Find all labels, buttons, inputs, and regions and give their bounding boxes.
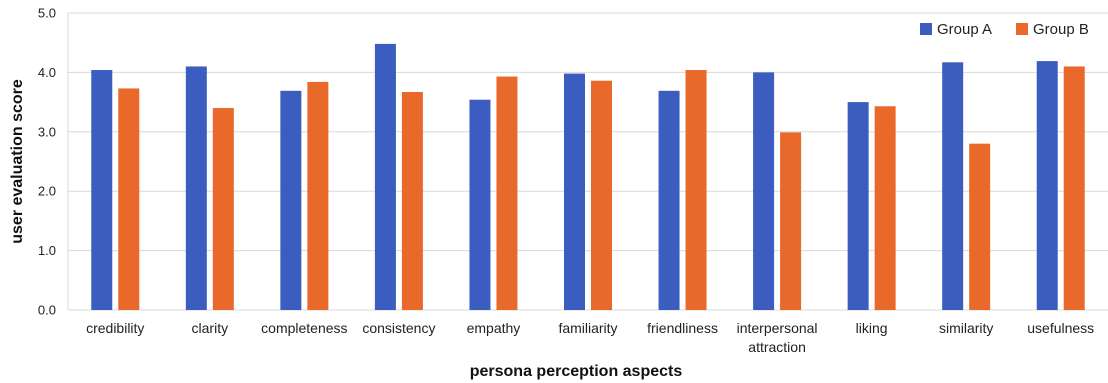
- x-tick-label: clarity: [192, 320, 229, 336]
- bar-group-b: [780, 132, 802, 310]
- bar-group-b: [591, 80, 612, 310]
- bar-group-a: [469, 99, 491, 310]
- bar-group-a: [185, 66, 207, 311]
- y-axis-title: user evaluation score: [9, 79, 26, 244]
- legend-label: Group A: [937, 21, 992, 38]
- bar-group-a: [1036, 61, 1058, 310]
- bar-group-b: [118, 88, 140, 310]
- bar-group-b: [874, 106, 896, 311]
- x-tick-label: friendliness: [647, 320, 718, 336]
- bar-group-a: [564, 73, 585, 310]
- bar-group-a: [280, 90, 302, 311]
- y-tick-label: 5.0: [38, 6, 56, 21]
- x-tick-label: credibility: [86, 320, 144, 336]
- bar-group-a: [374, 43, 396, 310]
- bar-group-b: [401, 92, 423, 310]
- labels: 0.0 1.0 2.0 3.0 4.0 5.0 credibility clarity comp…: [9, 6, 1094, 381]
- x-tick-label: completeness: [261, 320, 347, 336]
- bar-group-b: [496, 76, 518, 310]
- x-tick-label: consistency: [362, 320, 435, 336]
- bar-group-a: [942, 62, 964, 310]
- x-axis-title: persona perception aspects: [470, 363, 683, 380]
- bar-group-b: [307, 81, 329, 311]
- y-tick-label: 2.0: [38, 184, 56, 199]
- bar-group-a: [753, 72, 775, 311]
- bar-group-a: [847, 102, 869, 310]
- bar-group-b: [212, 108, 234, 310]
- x-tick-label: familiarity: [558, 320, 617, 336]
- gridlines: [68, 12, 1108, 311]
- x-tick-label: liking: [856, 320, 888, 336]
- bar-group-a: [91, 70, 113, 310]
- x-tick-label: interpersonal attraction: [737, 320, 818, 355]
- x-tick-label: empathy: [467, 320, 521, 336]
- legend: Group A Group B: [920, 21, 1089, 38]
- y-tick-label: 4.0: [38, 65, 56, 80]
- bar-group-b: [1063, 66, 1085, 311]
- x-tick-label: usefulness: [1027, 320, 1094, 336]
- bar-group-a: [658, 90, 680, 311]
- y-tick-label: 0.0: [38, 303, 56, 318]
- x-tick-label: similarity: [939, 320, 993, 336]
- bars: [91, 43, 1085, 311]
- y-tick-label: 1.0: [38, 243, 56, 258]
- legend-label: Group B: [1033, 21, 1089, 38]
- legend-swatch: [1016, 23, 1028, 35]
- bar-group-b: [685, 70, 707, 310]
- y-tick-label: 3.0: [38, 124, 56, 139]
- legend-swatch: [920, 23, 932, 35]
- bar-group-b: [969, 143, 991, 310]
